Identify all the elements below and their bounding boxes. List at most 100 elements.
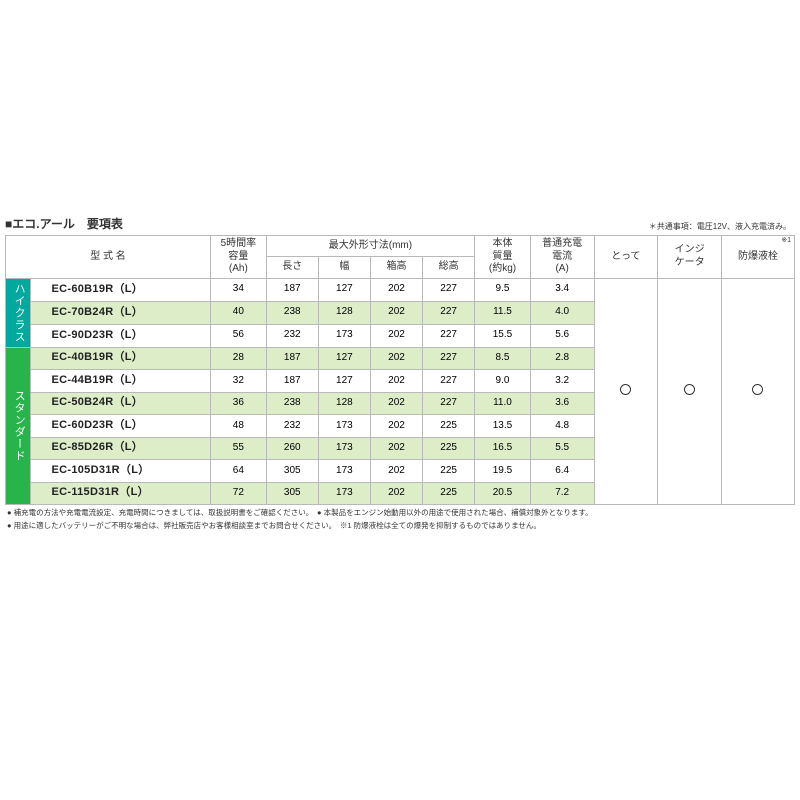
col-width: 幅 — [318, 257, 370, 278]
cell-bh: 202 — [370, 482, 422, 505]
cell-cur: 5.6 — [530, 324, 594, 347]
cell-th: 227 — [423, 370, 475, 393]
cell-l: 238 — [266, 392, 318, 415]
cell-cur: 4.0 — [530, 301, 594, 324]
top-note: ＊共通事項：電圧12V、液入充電済み。 — [649, 221, 795, 232]
col-capacity: 5時間率 容量 (Ah) — [211, 236, 267, 279]
cell-cap: 64 — [211, 460, 267, 483]
cell-model: EC-90D23R（L） — [31, 324, 211, 347]
cell-model: EC-70B24R（L） — [31, 301, 211, 324]
circle-icon — [752, 384, 763, 395]
cell-th: 225 — [423, 482, 475, 505]
table-row: ハイクラスEC-60B19R（L）341871272022279.53.4 — [6, 278, 795, 301]
cell-model: EC-105D31R（L） — [31, 460, 211, 483]
cell-cap: 40 — [211, 301, 267, 324]
cell-w: 127 — [318, 370, 370, 393]
cell-w: 128 — [318, 392, 370, 415]
col-handle: とって — [594, 236, 658, 279]
plug-sup: ※1 — [781, 237, 791, 246]
cell-bh: 202 — [370, 324, 422, 347]
cell-bh: 202 — [370, 460, 422, 483]
cell-bh: 202 — [370, 301, 422, 324]
spec-table: 型 式 名 5時間率 容量 (Ah) 最大外形寸法(mm) 本体 質量 (約kg… — [5, 235, 795, 505]
cell-w: 173 — [318, 482, 370, 505]
cell-cap: 55 — [211, 437, 267, 460]
cell-cap: 72 — [211, 482, 267, 505]
cell-l: 305 — [266, 460, 318, 483]
cell-l: 187 — [266, 370, 318, 393]
cell-cap: 56 — [211, 324, 267, 347]
cell-cap: 36 — [211, 392, 267, 415]
cell-w: 173 — [318, 437, 370, 460]
cell-cap: 34 — [211, 278, 267, 301]
col-indicator: インジ ケータ — [658, 236, 722, 279]
cell-bh: 202 — [370, 437, 422, 460]
cell-mass: 8.5 — [475, 347, 531, 370]
cell-l: 187 — [266, 347, 318, 370]
cell-model: EC-50B24R（L） — [31, 392, 211, 415]
cell-model: EC-85D26R（L） — [31, 437, 211, 460]
cell-cur: 3.6 — [530, 392, 594, 415]
cell-indicator — [658, 278, 722, 505]
cell-th: 227 — [423, 324, 475, 347]
cell-mass: 11.0 — [475, 392, 531, 415]
cell-model: EC-40B19R（L） — [31, 347, 211, 370]
cell-mass: 13.5 — [475, 415, 531, 438]
cell-w: 128 — [318, 301, 370, 324]
circle-icon — [684, 384, 695, 395]
cell-model: EC-60D23R（L） — [31, 415, 211, 438]
cell-plug — [721, 278, 794, 505]
cell-th: 225 — [423, 437, 475, 460]
col-plug: ※1 防爆液栓 — [721, 236, 794, 279]
cell-mass: 16.5 — [475, 437, 531, 460]
header-row-1: 型 式 名 5時間率 容量 (Ah) 最大外形寸法(mm) 本体 質量 (約kg… — [6, 236, 795, 257]
cell-th: 227 — [423, 347, 475, 370]
cell-th: 225 — [423, 460, 475, 483]
cell-w: 173 — [318, 460, 370, 483]
footnote-1: ● 補充電の方法や充電電流設定、充電時間につきましては、取扱説明書をご確認くださ… — [5, 508, 795, 518]
cell-cap: 28 — [211, 347, 267, 370]
col-current: 普通充電 電流 (A) — [530, 236, 594, 279]
cell-cur: 3.4 — [530, 278, 594, 301]
cell-w: 127 — [318, 347, 370, 370]
col-dims-group: 最大外形寸法(mm) — [266, 236, 475, 257]
cell-l: 187 — [266, 278, 318, 301]
col-model: 型 式 名 — [6, 236, 211, 279]
cell-mass: 9.0 — [475, 370, 531, 393]
table-title: ■エコ.アール 要項表 — [5, 215, 123, 232]
col-mass: 本体 質量 (約kg) — [475, 236, 531, 279]
cell-cur: 6.4 — [530, 460, 594, 483]
circle-icon — [620, 384, 631, 395]
cell-model: EC-44B19R（L） — [31, 370, 211, 393]
cell-mass: 11.5 — [475, 301, 531, 324]
cell-l: 238 — [266, 301, 318, 324]
cell-mass: 15.5 — [475, 324, 531, 347]
cell-th: 227 — [423, 301, 475, 324]
cell-mass: 9.5 — [475, 278, 531, 301]
table-body: ハイクラスEC-60B19R（L）341871272022279.53.4EC-… — [6, 278, 795, 505]
cell-mass: 19.5 — [475, 460, 531, 483]
cell-mass: 20.5 — [475, 482, 531, 505]
cell-bh: 202 — [370, 347, 422, 370]
cell-w: 173 — [318, 324, 370, 347]
cell-cur: 3.2 — [530, 370, 594, 393]
cell-cur: 4.8 — [530, 415, 594, 438]
cell-bh: 202 — [370, 392, 422, 415]
cell-l: 232 — [266, 324, 318, 347]
cell-cur: 5.5 — [530, 437, 594, 460]
cell-l: 232 — [266, 415, 318, 438]
col-boxh: 箱高 — [370, 257, 422, 278]
plug-label: 防爆液栓 — [738, 251, 778, 262]
spec-sheet: ■エコ.アール 要項表 ＊共通事項：電圧12V、液入充電済み。 型 式 名 5時… — [0, 0, 800, 531]
cell-cap: 48 — [211, 415, 267, 438]
cell-th: 227 — [423, 392, 475, 415]
cell-bh: 202 — [370, 278, 422, 301]
cell-w: 173 — [318, 415, 370, 438]
footnote-2: ● 用途に適したバッテリーがご不明な場合は、弊社販売店やお客様相談室までお問合せ… — [5, 521, 795, 531]
cell-cur: 7.2 — [530, 482, 594, 505]
col-totalh: 総高 — [423, 257, 475, 278]
cell-bh: 202 — [370, 415, 422, 438]
cell-th: 225 — [423, 415, 475, 438]
col-length: 長さ — [266, 257, 318, 278]
cell-l: 260 — [266, 437, 318, 460]
